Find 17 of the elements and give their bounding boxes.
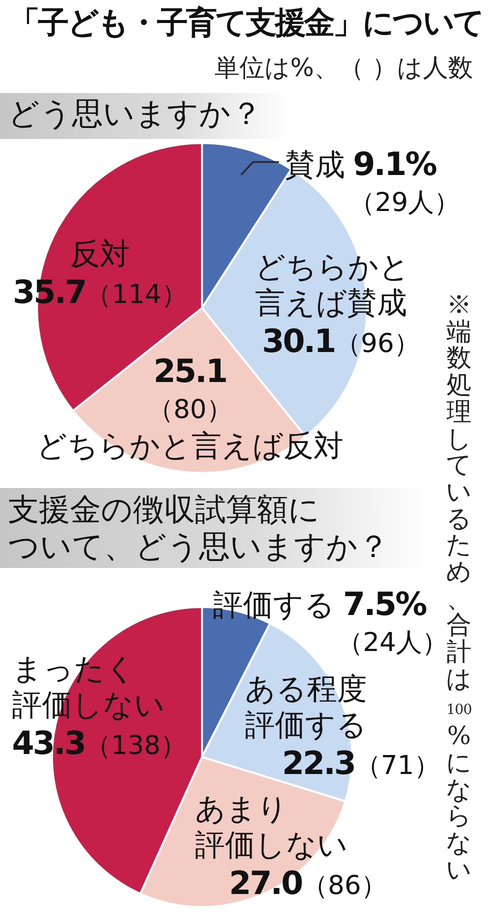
text: 「子ども・子育て支援金」について	[9, 5, 484, 41]
data-label: 27.0（86）	[228, 864, 387, 902]
data-label: 7.5%（24人）	[336, 585, 448, 658]
text: ※端数処理しているため、合計は100%にならない	[446, 290, 472, 884]
slice-label: どちらかと言えば反対	[36, 429, 344, 465]
data-label: 30.1（96）	[262, 322, 420, 360]
data-label: 25.1（80）	[147, 352, 233, 425]
slice-label: あまり評価しない	[195, 792, 349, 864]
slice-label: どちらかと言えば賛成	[255, 250, 411, 322]
text: 単位は%、（ ）は人数	[214, 53, 473, 82]
data-label: 9.1%（29人）	[348, 145, 460, 218]
chart-title: どう思いますか？	[8, 96, 263, 133]
slice-label: 反対	[69, 237, 131, 273]
data-label: 22.3（71）	[282, 744, 440, 782]
slice-label: ある程度評価する	[245, 672, 368, 744]
chart-title: 支援金の徴収試算額について、どう思いますか？	[8, 492, 390, 566]
slice-label: 賛成	[285, 148, 345, 183]
